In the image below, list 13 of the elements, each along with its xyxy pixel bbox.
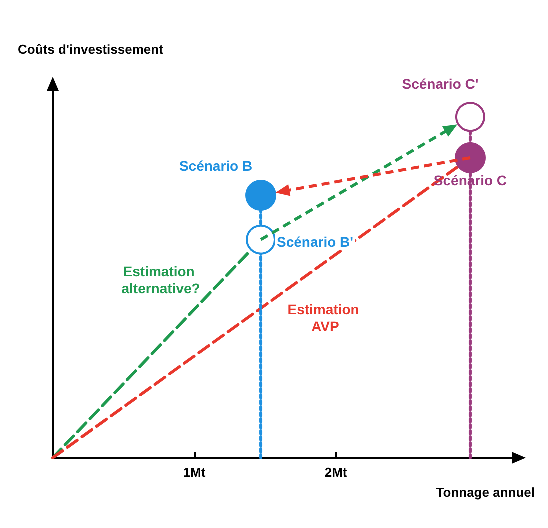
point (455, 142, 486, 174)
x-tick-label: 2Mt (324, 465, 348, 480)
point (246, 180, 277, 211)
point (456, 102, 486, 132)
point (246, 224, 276, 255)
x-tick-label: 1Mt (183, 465, 206, 480)
series-label: Estimation alternative? (122, 263, 200, 296)
series-label: Scénario B (179, 158, 253, 174)
series-label: Scénario B' (277, 234, 354, 250)
x-axis-title: Tonnage annuel (436, 485, 535, 500)
series-label: Scénario C' (402, 76, 479, 92)
y-axis-title: Coûts d'investissement (18, 42, 164, 57)
series-label: Estimation AVP (288, 302, 364, 334)
